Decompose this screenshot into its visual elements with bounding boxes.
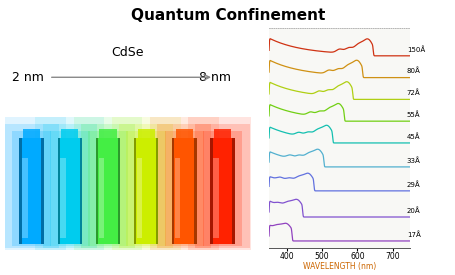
Bar [41, 138, 44, 244]
X-axis label: WAVELENGTH (nm): WAVELENGTH (nm) [303, 262, 375, 271]
Bar [134, 138, 158, 244]
Bar [23, 129, 40, 138]
Text: 55Å: 55Å [406, 111, 420, 118]
Bar [96, 138, 120, 244]
Bar [19, 138, 22, 244]
Bar [157, 124, 211, 248]
Text: CdSe: CdSe [111, 46, 144, 59]
Text: 8 nm: 8 nm [199, 71, 231, 84]
Bar [202, 131, 242, 246]
Bar [19, 138, 44, 244]
Bar [187, 117, 257, 251]
Bar [117, 138, 120, 244]
Text: 72Å: 72Å [406, 89, 420, 96]
Bar [150, 117, 218, 251]
Text: 2 nm: 2 nm [12, 71, 44, 84]
Bar [126, 131, 166, 246]
Bar [12, 131, 51, 246]
Bar [88, 131, 127, 246]
Text: 33Å: 33Å [406, 157, 420, 164]
Bar [164, 131, 203, 246]
Bar [212, 158, 218, 238]
Bar [57, 138, 60, 244]
Bar [22, 158, 28, 238]
Text: Quantum Confinement: Quantum Confinement [131, 8, 324, 23]
Bar [172, 138, 174, 244]
Bar [137, 129, 154, 138]
Text: 45Å: 45Å [406, 133, 420, 140]
Bar [5, 124, 59, 248]
Bar [50, 131, 89, 246]
Bar [81, 124, 135, 248]
Text: 80Å: 80Å [406, 68, 420, 75]
Text: 150Å: 150Å [406, 46, 424, 53]
Bar [99, 129, 116, 138]
Bar [80, 138, 82, 244]
Bar [210, 138, 212, 244]
Text: 17Å: 17Å [406, 231, 420, 238]
Bar [35, 117, 104, 251]
Bar [57, 138, 82, 244]
Bar [96, 138, 98, 244]
Bar [98, 158, 104, 238]
Bar [175, 129, 192, 138]
Bar [61, 158, 66, 238]
Bar [43, 124, 97, 248]
Bar [213, 129, 231, 138]
Bar [136, 158, 142, 238]
Bar [175, 158, 180, 238]
Bar [172, 138, 196, 244]
Bar [119, 124, 173, 248]
Text: 29Å: 29Å [406, 181, 420, 188]
Text: 20Å: 20Å [406, 207, 420, 214]
Bar [111, 117, 180, 251]
Bar [195, 124, 249, 248]
Bar [156, 138, 158, 244]
Bar [210, 138, 234, 244]
Bar [0, 117, 66, 251]
Bar [194, 138, 196, 244]
Bar [61, 129, 78, 138]
Bar [73, 117, 142, 251]
Bar [232, 138, 234, 244]
Bar [134, 138, 136, 244]
